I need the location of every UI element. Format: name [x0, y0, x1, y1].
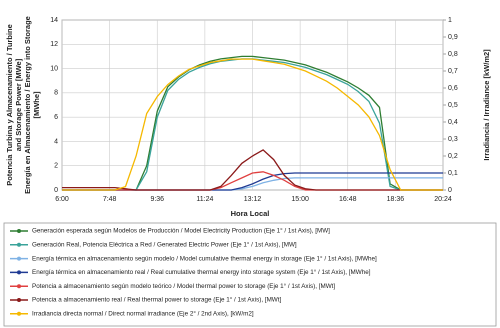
- y2-tick-label: 0,1: [448, 170, 458, 177]
- legend-marker: [17, 298, 21, 302]
- x-tick-label: 13:12: [244, 196, 262, 203]
- y-tick-label: 14: [50, 17, 58, 24]
- series-line: [62, 149, 443, 191]
- y-tick-label: 12: [50, 41, 58, 48]
- legend-label: Generación esperada según Modelos de Pro…: [32, 227, 330, 235]
- y-tick-label: 6: [54, 114, 58, 121]
- y2-tick-label: 0,9: [448, 34, 458, 41]
- y-tick-label: 8: [54, 90, 58, 97]
- legend-marker: [17, 311, 21, 316]
- y2-tick-label: 0,8: [448, 51, 458, 58]
- y2-tick-label: 0,3: [448, 136, 458, 143]
- y2-tick-label: 0,5: [448, 102, 458, 109]
- y-axis-label: Energía en Almacenamiento / Energy into …: [23, 16, 32, 194]
- legend-label: Potencia a almacenamiento según modelo t…: [32, 282, 335, 290]
- legend-marker: [17, 242, 21, 247]
- y2-tick-label: 0: [448, 187, 452, 194]
- legend-marker: [17, 256, 21, 261]
- x-tick-label: 6:00: [55, 196, 69, 203]
- x-axis-label: Hora Local: [231, 209, 270, 218]
- legend-marker: [17, 229, 21, 233]
- y-tick-label: 2: [54, 163, 58, 170]
- y2-axis-label: Irradiancia / Irradiance [kW/m2]: [482, 49, 491, 161]
- legend-marker: [17, 270, 21, 275]
- y-axis-label: Potencia Turbina y Almacenamiento / Turb…: [5, 24, 14, 186]
- x-tick-label: 16:48: [339, 196, 357, 203]
- y-axis-label: [MWhe]: [32, 91, 41, 119]
- x-tick-label: 20:24: [434, 196, 452, 203]
- y2-tick-label: 0,4: [448, 119, 458, 126]
- legend-label: Energía térmica en almacenamiento real /…: [32, 268, 371, 276]
- legend-marker: [17, 284, 21, 289]
- y-axis-label: and Storage Power [MWe]: [14, 58, 23, 151]
- x-tick-label: 18:36: [387, 196, 405, 203]
- y2-tick-label: 0,2: [448, 153, 458, 160]
- x-tick-label: 15:00: [291, 196, 309, 203]
- y2-tick-label: 0,7: [448, 68, 458, 75]
- x-tick-label: 11:24: [196, 196, 213, 203]
- x-tick-label: 7:48: [103, 196, 117, 203]
- legend-label: Potencia a almacenamiento real / Real th…: [32, 296, 282, 304]
- y-tick-label: 0: [54, 187, 58, 194]
- legend-label: Energía térmica en almacenamiento según …: [32, 254, 377, 262]
- y2-tick-label: 0,6: [448, 85, 458, 92]
- y-tick-label: 4: [54, 138, 58, 145]
- x-tick-label: 9:36: [150, 196, 164, 203]
- y-tick-label: 10: [50, 65, 58, 72]
- legend-box: [3, 222, 497, 327]
- y2-tick-label: 1: [448, 17, 452, 24]
- series-line: [62, 58, 443, 191]
- legend-label: Generación Real, Potencia Eléctrica a Re…: [32, 240, 297, 248]
- legend-label: Irradiancia directa normal / Direct norm…: [32, 309, 254, 317]
